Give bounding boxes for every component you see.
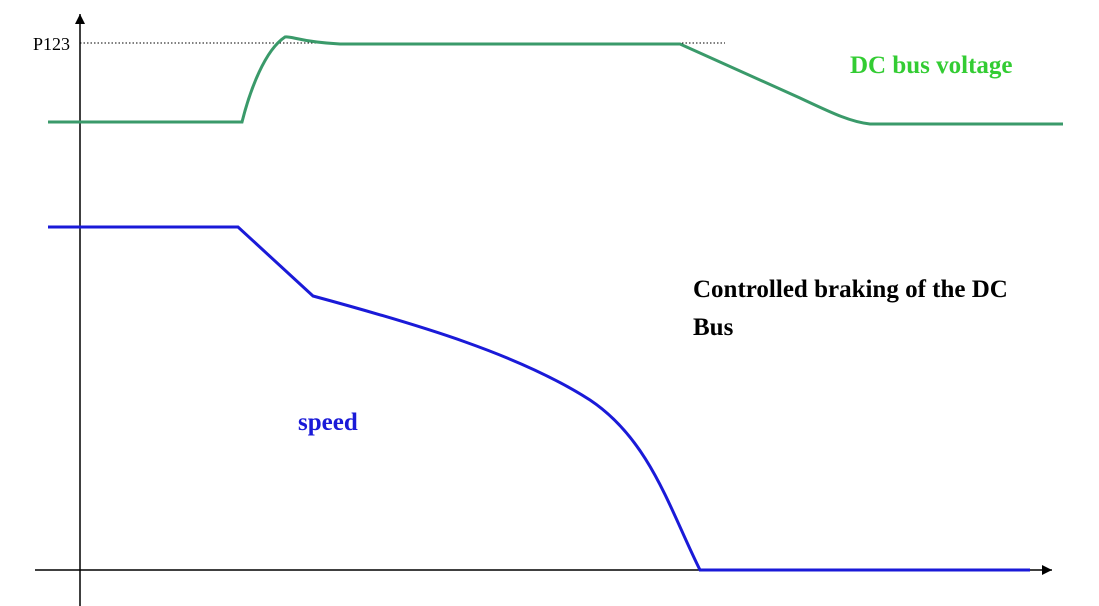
dc-bus-voltage-label: DC bus voltage [850, 52, 1013, 79]
threshold-label: P123 [33, 34, 70, 54]
speed-label: speed [298, 409, 358, 436]
annotation-line: Bus [693, 314, 734, 341]
annotation-line: Controlled braking of the DC [693, 276, 1008, 303]
speed-curve [48, 225, 1030, 572]
dc-bus-voltage-curve [48, 35, 1063, 126]
